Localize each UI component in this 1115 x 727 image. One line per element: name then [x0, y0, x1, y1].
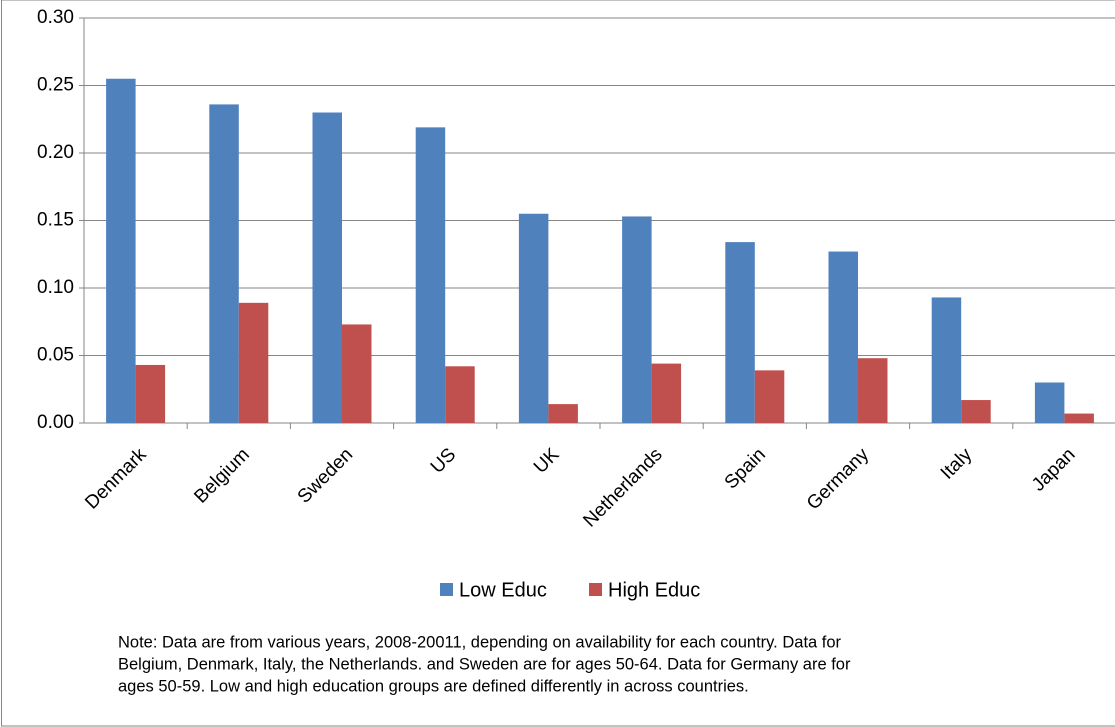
bar [209, 104, 239, 424]
x-tick-label: Sweden [294, 444, 357, 507]
y-tick-label: 0.05 [37, 345, 74, 366]
x-tick-label: Belgium [190, 444, 253, 507]
bar [754, 370, 785, 423]
x-tick-label: Netherlands [579, 444, 666, 531]
bar [106, 78, 136, 423]
y-tick-label: 0.10 [37, 277, 74, 298]
bar [622, 216, 652, 423]
bar [445, 366, 475, 423]
x-tick-label: Italy [937, 444, 977, 484]
bar [858, 358, 888, 423]
x-tick-label: Germany [803, 444, 873, 514]
bar [651, 363, 682, 423]
bar [135, 364, 166, 423]
x-tick-label: Denmark [81, 444, 151, 514]
legend-swatch [440, 583, 453, 596]
note: ages 50-59. Low and high education group… [118, 677, 749, 695]
bar [415, 127, 446, 423]
note: Note: Data are from various years, 2008-… [118, 633, 842, 651]
y-tick-label: 0.30 [37, 7, 74, 28]
bar [518, 213, 549, 423]
bar [342, 324, 372, 423]
bar [725, 242, 755, 423]
bar [961, 400, 991, 423]
note: Belgium, Denmark, Italy, the Netherlands… [118, 655, 851, 673]
y-tick-label: 0.15 [37, 210, 74, 231]
bar [828, 251, 858, 423]
y-tick-label: 0.25 [37, 75, 74, 96]
y-tick-label: 0.00 [37, 412, 74, 433]
bar [238, 302, 269, 423]
y-tick-label: 0.20 [37, 142, 74, 163]
bar [931, 297, 962, 423]
legend-label: Low Educ [459, 579, 547, 601]
x-tick-label: Japan [1028, 444, 1079, 495]
bar [548, 404, 578, 423]
bar [1064, 413, 1094, 423]
x-tick-label: Spain [721, 444, 770, 493]
x-tick-label: UK [530, 444, 564, 478]
legend-label: High Educ [608, 579, 700, 601]
x-tick-label: US [427, 444, 461, 478]
bar [312, 112, 342, 423]
legend-swatch [589, 583, 602, 596]
bar [1034, 382, 1065, 423]
